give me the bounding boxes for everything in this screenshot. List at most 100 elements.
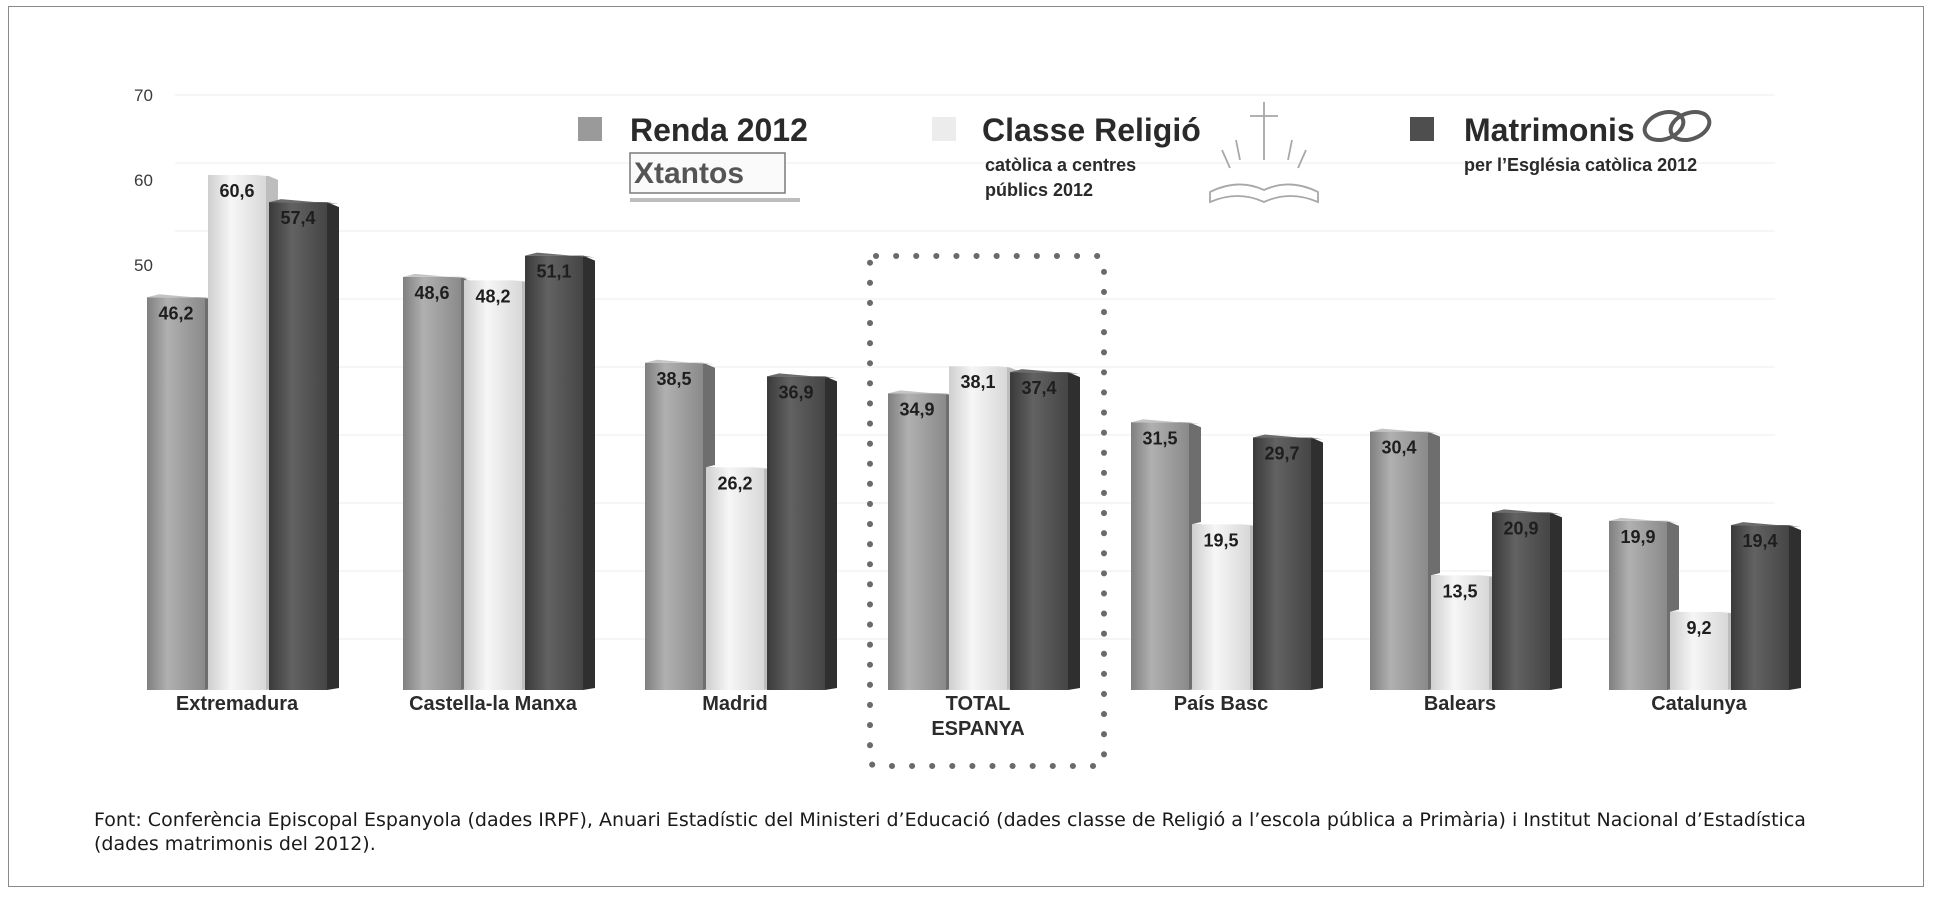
legend-label-religio: Classe Religió xyxy=(982,112,1201,148)
bar-front xyxy=(1731,525,1789,690)
data-label: 31,5 xyxy=(1142,428,1177,448)
bar-top xyxy=(208,171,278,177)
bar-front xyxy=(1670,611,1728,690)
bar xyxy=(208,171,278,690)
bar-front xyxy=(147,297,205,690)
bar-side xyxy=(825,376,837,690)
tantos-logo-text: Xtantos xyxy=(634,157,744,190)
cross-book-icon xyxy=(1209,102,1319,204)
bar-front xyxy=(403,276,461,690)
data-label: 37,4 xyxy=(1021,378,1056,398)
bar-front xyxy=(645,362,703,690)
bar-top xyxy=(888,390,958,396)
bar xyxy=(888,390,958,690)
bar xyxy=(525,252,595,690)
bar-front xyxy=(525,255,583,690)
bar-front xyxy=(949,366,1007,690)
bar-front xyxy=(464,280,522,690)
bars xyxy=(147,171,1801,690)
data-label: 20,9 xyxy=(1503,518,1538,538)
bar-side xyxy=(1789,525,1801,690)
bar-front xyxy=(269,202,327,690)
category-label: Madrid xyxy=(702,693,768,715)
legend-item-matrimonis: Matrimonis per l’Església catòlica 2012 xyxy=(1410,109,1712,175)
y-tick-label: 70 xyxy=(134,86,153,105)
bar xyxy=(1492,509,1562,690)
legend: Renda 2012 Xtantos Classe Religió catòli… xyxy=(578,102,1712,204)
highlight-box xyxy=(867,253,1107,769)
bar-side xyxy=(1068,372,1080,690)
bar-top xyxy=(464,277,534,283)
bar-top xyxy=(1731,522,1801,528)
bar-side xyxy=(583,255,595,690)
data-label: 19,5 xyxy=(1203,530,1238,550)
legend-item-religio: Classe Religió catòlica a centres públic… xyxy=(932,102,1319,204)
data-labels: 46,2 60,6 57,4 48,6 48,2 51,1 38,5 26,2 36,9 34,9… xyxy=(158,181,1777,638)
legend-swatch-renda xyxy=(578,117,602,141)
legend-label-renda: Renda 2012 xyxy=(630,112,808,148)
bar-top xyxy=(1431,572,1501,578)
bar-front xyxy=(1492,512,1550,690)
legend-item-renda: Renda 2012 Xtantos xyxy=(578,112,808,202)
bar-side xyxy=(1311,437,1323,690)
bar-front xyxy=(208,174,266,690)
bar xyxy=(1253,434,1323,690)
category-label: Castella-la Manxa xyxy=(409,693,578,715)
bar-top xyxy=(645,359,715,365)
bar xyxy=(1010,369,1080,690)
data-label: 30,4 xyxy=(1381,438,1416,458)
category-label: ESPANYA xyxy=(931,718,1024,740)
bar xyxy=(1131,419,1201,690)
bar xyxy=(269,199,339,690)
data-label: 26,2 xyxy=(717,473,752,493)
bar-top xyxy=(706,464,776,470)
data-label: 19,4 xyxy=(1742,531,1777,551)
y-tick-label: 60 xyxy=(134,171,153,190)
category-label: País Basc xyxy=(1174,693,1269,715)
bar-top xyxy=(1670,608,1740,614)
bar-front xyxy=(767,376,825,690)
bar-front xyxy=(1131,422,1189,690)
bar-top xyxy=(1192,521,1262,527)
bar xyxy=(1370,428,1440,690)
legend-swatch-matrimonis xyxy=(1410,117,1434,141)
legend-swatch-religio xyxy=(932,117,956,141)
rings-icon xyxy=(1642,109,1712,143)
bar-top xyxy=(1010,369,1080,375)
bar-top xyxy=(1370,428,1440,434)
data-label: 60,6 xyxy=(219,181,254,201)
source-caption: Font: Conferència Episcopal Espanyola (d… xyxy=(94,809,1806,855)
legend-sub-matrimonis: per l’Església catòlica 2012 xyxy=(1464,155,1697,175)
chart-frame xyxy=(8,6,1924,887)
x-axis: Extremadura Castella-la Manxa Madrid TOTAL E… xyxy=(176,693,1748,740)
bar-top xyxy=(949,363,1019,369)
bar-top xyxy=(147,294,217,300)
data-label: 34,9 xyxy=(899,399,934,419)
bar-front xyxy=(1192,524,1250,690)
legend-label-matrimonis: Matrimonis xyxy=(1464,112,1635,148)
data-label: 19,9 xyxy=(1620,527,1655,547)
data-label: 51,1 xyxy=(536,262,571,282)
data-label: 48,6 xyxy=(414,283,449,303)
bar-top xyxy=(525,252,595,258)
data-label: 38,5 xyxy=(656,369,691,389)
bar xyxy=(147,294,217,690)
bar-top xyxy=(767,373,837,379)
tantos-logo: Xtantos xyxy=(629,152,800,202)
data-label: 36,9 xyxy=(778,382,813,402)
bar-front xyxy=(1010,372,1068,690)
bar-top xyxy=(1131,419,1201,425)
bar xyxy=(949,363,1019,690)
bar xyxy=(464,277,534,690)
legend-sub-religio-2: públics 2012 xyxy=(985,180,1093,200)
bar xyxy=(645,359,715,690)
bar-side xyxy=(1550,512,1562,690)
bar-front xyxy=(1370,431,1428,690)
bar-top xyxy=(1609,517,1679,523)
bar-top xyxy=(1253,434,1323,440)
bar-top xyxy=(403,273,473,279)
bar-top xyxy=(269,199,339,205)
data-label: 13,5 xyxy=(1442,581,1477,601)
data-label: 9,2 xyxy=(1686,618,1711,638)
data-label: 38,1 xyxy=(960,372,995,392)
